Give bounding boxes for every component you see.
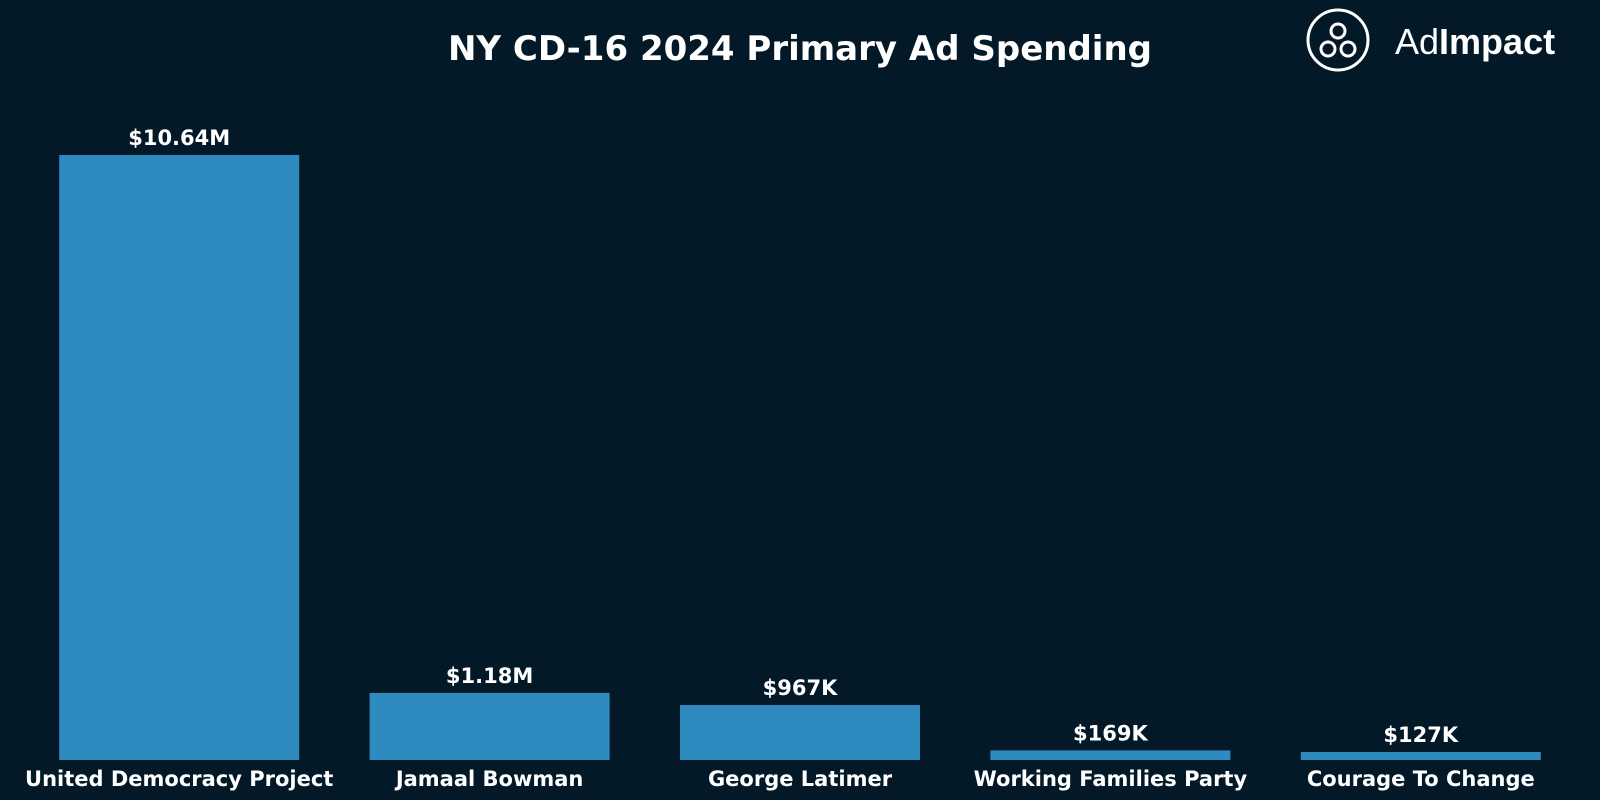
category-label-1: Jamaal Bowman (394, 767, 584, 791)
value-label-3: $169K (1073, 721, 1148, 745)
bar-4 (1300, 752, 1541, 760)
bars-layer: $10.64M United Democracy Project $1.18M Jam… (25, 126, 1541, 791)
category-label-3: Working Families Party (974, 767, 1248, 791)
category-label-0: United Democracy Project (25, 767, 333, 791)
bar-2 (680, 705, 920, 760)
category-label-4: Courage To Change (1307, 767, 1535, 791)
brand-name-suffix: Impact (1439, 21, 1555, 62)
value-label-4: $127K (1383, 723, 1458, 747)
value-label-0: $10.64M (128, 126, 230, 150)
three-circles-icon (1306, 8, 1370, 72)
chart-title: NY CD-16 2024 Primary Ad Spending (448, 29, 1152, 69)
bar-1 (369, 692, 610, 760)
brand-name-prefix: Ad (1395, 21, 1439, 62)
bar-0 (59, 155, 300, 760)
value-label-2: $967K (763, 676, 838, 700)
value-label-1: $1.18M (446, 664, 533, 688)
brand-name: AdImpact (1395, 21, 1555, 62)
category-label-2: George Latimer (708, 767, 893, 791)
bar-3 (990, 750, 1231, 760)
admpact-logo: AdImpact (1306, 8, 1555, 72)
